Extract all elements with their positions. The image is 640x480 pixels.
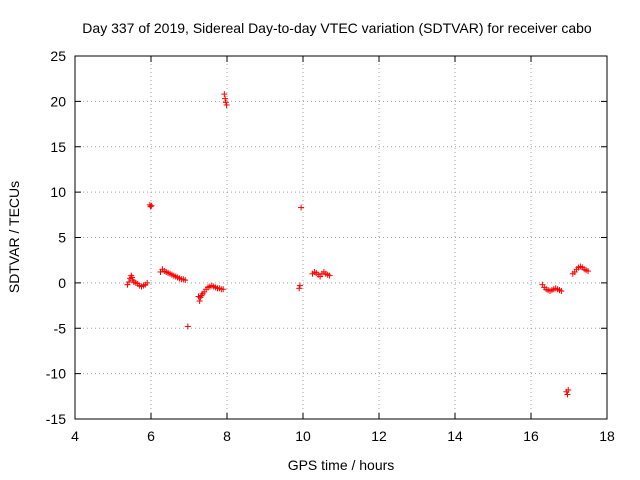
data-point <box>296 282 303 289</box>
data-point <box>326 272 333 279</box>
data-point <box>144 279 151 286</box>
data-point <box>147 203 154 210</box>
data-points <box>124 91 591 398</box>
y-tick-label: 20 <box>50 93 66 109</box>
data-point <box>298 204 305 211</box>
data-point <box>565 386 572 393</box>
data-point <box>148 202 155 209</box>
data-point <box>220 286 227 293</box>
y-tick-label: 10 <box>50 184 66 200</box>
x-tick-label: 12 <box>371 428 387 444</box>
x-tick-label: 4 <box>71 428 79 444</box>
y-axis-label: SDTVAR / TECUs <box>6 181 22 293</box>
grid <box>75 56 607 419</box>
y-tick-labels: -15 -10 -5 0 5 10 15 20 25 <box>46 48 66 427</box>
data-point <box>222 95 229 102</box>
data-point <box>558 288 565 295</box>
data-point <box>564 391 571 398</box>
x-tick-labels: 4 6 8 10 12 14 16 18 <box>71 428 615 444</box>
y-tick-label: -15 <box>46 411 66 427</box>
y-tick-label: 25 <box>50 48 66 64</box>
data-point <box>124 281 131 288</box>
x-tick-label: 16 <box>523 428 539 444</box>
data-point <box>221 91 228 98</box>
data-point <box>222 99 229 106</box>
x-tick-label: 18 <box>599 428 615 444</box>
x-tick-label: 8 <box>223 428 231 444</box>
y-tick-label: 5 <box>58 230 66 246</box>
data-point <box>585 268 591 275</box>
y-tick-label: -5 <box>54 320 67 336</box>
x-tick-label: 14 <box>447 428 463 444</box>
x-tick-label: 10 <box>295 428 311 444</box>
axis-ticks <box>74 55 608 420</box>
y-tick-label: 0 <box>58 275 66 291</box>
chart-title: Day 337 of 2019, Sidereal Day-to-day VTE… <box>82 20 592 36</box>
data-point <box>223 102 230 109</box>
y-tick-label: 15 <box>50 139 66 155</box>
y-tick-label: -10 <box>46 366 66 382</box>
data-point <box>184 323 191 330</box>
data-point <box>196 298 203 305</box>
data-point <box>182 277 189 284</box>
data-point <box>129 274 135 281</box>
data-point <box>296 285 303 292</box>
x-tick-label: 6 <box>147 428 155 444</box>
x-axis-label: GPS time / hours <box>288 457 395 473</box>
